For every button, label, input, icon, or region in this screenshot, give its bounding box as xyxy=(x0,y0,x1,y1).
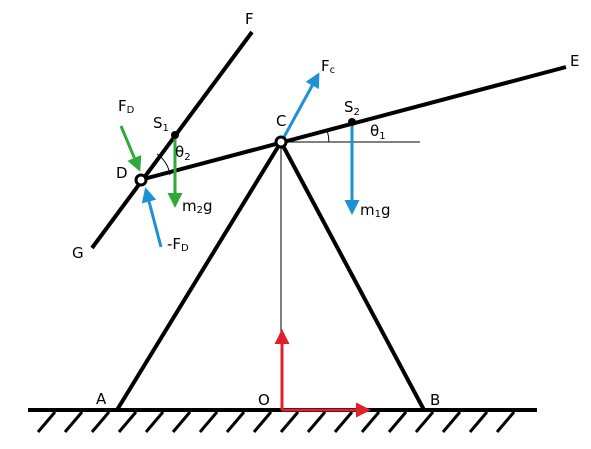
hatch-mark xyxy=(117,411,138,433)
force-Fc-arrow xyxy=(282,72,320,138)
hatch-mark xyxy=(441,411,462,433)
label-S1: S1 xyxy=(153,114,169,134)
label-FD: FD xyxy=(118,97,135,116)
label-C: C xyxy=(276,112,286,130)
label-theta2: θ2 xyxy=(175,143,191,163)
hatch-mark xyxy=(63,411,84,433)
rod-GF xyxy=(90,30,254,250)
label-B: B xyxy=(430,391,440,409)
ground xyxy=(28,408,537,433)
label-S2: S2 xyxy=(344,98,360,118)
hatch-mark xyxy=(90,411,111,433)
hatch-mark xyxy=(36,411,57,433)
hatch-mark xyxy=(495,411,516,433)
label-G: G xyxy=(72,244,84,262)
label-negFD: -FD xyxy=(167,235,189,254)
hatch-mark xyxy=(171,411,192,433)
label-m1g: m1g xyxy=(360,201,391,220)
hatch-mark xyxy=(360,411,381,433)
hatch-mark xyxy=(279,411,300,433)
label-m2g: m2g xyxy=(182,197,213,216)
leg-AC xyxy=(115,140,283,412)
hatch-mark xyxy=(225,411,246,433)
force-FD-arrow xyxy=(119,125,142,172)
label-O: O xyxy=(258,391,270,409)
leg-BC xyxy=(279,141,426,411)
hatch-mark xyxy=(387,411,408,433)
hatch-mark xyxy=(468,411,489,433)
joint-C xyxy=(274,135,288,149)
point-S2 xyxy=(348,118,356,126)
hatch-mark xyxy=(252,411,273,433)
label-E: E xyxy=(570,52,579,70)
theta1-arc xyxy=(326,129,330,143)
label-A: A xyxy=(96,390,107,408)
hatch-mark xyxy=(198,411,219,433)
joint-D xyxy=(134,173,148,187)
label-D: D xyxy=(116,164,128,182)
hatch-mark xyxy=(306,411,327,433)
hatch-mark xyxy=(414,411,435,433)
hatch-mark xyxy=(144,411,165,433)
label-Fc: Fc xyxy=(321,57,335,76)
force-negFD-arrow xyxy=(141,187,163,248)
point-S1 xyxy=(171,131,179,139)
label-theta1: θ1 xyxy=(370,122,386,142)
ground-hatching xyxy=(36,411,516,433)
label-F: F xyxy=(245,10,254,28)
hatch-mark xyxy=(333,411,354,433)
theta2-arc xyxy=(156,153,171,176)
